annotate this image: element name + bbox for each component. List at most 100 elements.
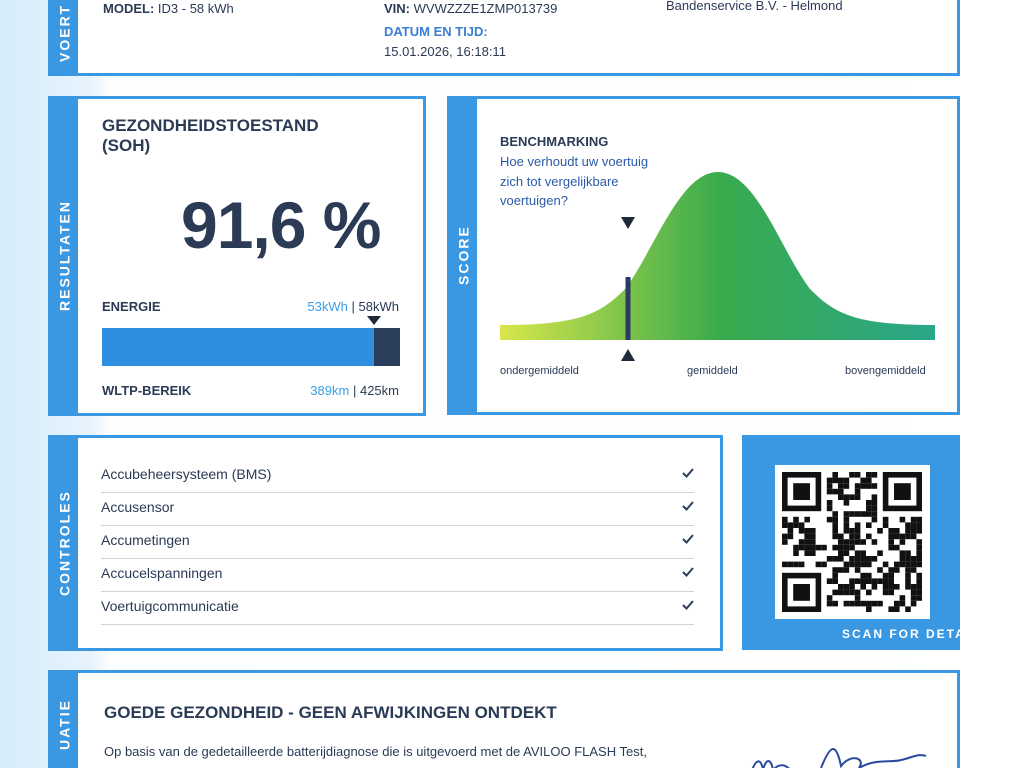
qr-module xyxy=(882,561,889,568)
qr-module xyxy=(871,511,878,517)
qr-module xyxy=(832,589,838,596)
qr-module xyxy=(905,533,911,540)
qr-module xyxy=(860,483,866,489)
qr-module xyxy=(894,483,911,500)
qr-caption: SCAN FOR DETAILS xyxy=(842,627,991,641)
check-label: Accumetingen xyxy=(101,532,190,548)
qr-module xyxy=(843,494,850,500)
qr-module xyxy=(832,511,838,517)
qr-module xyxy=(793,522,799,528)
qr-module xyxy=(860,578,866,584)
qr-module xyxy=(916,584,922,590)
qr-module xyxy=(838,494,844,500)
qr-module xyxy=(832,477,838,484)
qr-module xyxy=(826,600,833,607)
qr-module xyxy=(854,556,861,562)
qr-module xyxy=(866,511,872,517)
qr-module xyxy=(860,477,866,484)
soh-value: 91,6 % xyxy=(181,188,381,262)
qr-module xyxy=(888,533,894,540)
bell-curve xyxy=(500,172,935,361)
qr-module xyxy=(905,572,911,579)
score-panel: SCORE BENCHMARKING Hoe verhoudt uw voert… xyxy=(447,96,960,415)
qr-module xyxy=(810,544,816,551)
qr-module xyxy=(854,595,861,601)
qr-module xyxy=(899,595,906,601)
qr-module xyxy=(782,533,788,540)
section-label: VOERT xyxy=(51,0,78,73)
qr-module xyxy=(905,561,911,568)
qr-module xyxy=(916,595,922,601)
qr-module xyxy=(882,584,889,590)
qr-module xyxy=(882,572,889,579)
qr-module xyxy=(843,544,850,551)
qr-module xyxy=(838,539,844,545)
qr-module xyxy=(793,550,799,556)
qr-module xyxy=(854,511,861,517)
qr-module xyxy=(832,567,838,573)
separator: | xyxy=(352,383,357,398)
qr-module xyxy=(910,567,917,573)
qr-module xyxy=(854,472,861,478)
qr-module xyxy=(882,589,889,596)
qr-module xyxy=(899,539,906,545)
qr-module xyxy=(843,483,850,489)
qr-module xyxy=(877,578,883,584)
signature xyxy=(751,748,927,768)
qr-module xyxy=(849,589,855,596)
qr-box xyxy=(775,465,930,619)
title: GOEDE GEZONDHEID - GEEN AFWIJKINGEN ONTD… xyxy=(104,703,557,722)
model: MODEL: ID3 - 58 kWh xyxy=(103,1,234,16)
value: ID3 - 58 kWh xyxy=(157,1,234,16)
qr-module xyxy=(798,544,805,551)
qr-module xyxy=(804,550,810,556)
qr-module xyxy=(832,544,838,551)
qr-module xyxy=(888,578,894,584)
section-label: UATIE xyxy=(51,673,78,768)
qr-module xyxy=(910,516,917,523)
qr-module xyxy=(916,572,922,579)
qr-module xyxy=(854,539,861,545)
qr-module xyxy=(894,584,900,590)
qr-module xyxy=(905,528,911,534)
qr-module xyxy=(882,516,889,523)
qr-module xyxy=(871,516,878,523)
qr-module xyxy=(905,567,911,573)
check-icon xyxy=(682,567,694,577)
qr-module xyxy=(888,572,894,579)
qr-module xyxy=(826,500,833,506)
qr-module xyxy=(798,528,805,534)
qr-module xyxy=(838,544,844,551)
text: Op basis van de gedetailleerde batterijd… xyxy=(104,744,647,759)
qr-module xyxy=(910,528,917,534)
qr-module xyxy=(866,477,872,484)
check-icon xyxy=(682,468,694,478)
qr-module xyxy=(916,516,922,523)
qr-module xyxy=(866,606,872,612)
qr-module xyxy=(866,483,872,489)
vin: VIN: WVWZZZE1ZMP013739 xyxy=(384,1,557,16)
qr-module xyxy=(854,488,861,495)
qr-module xyxy=(782,522,788,528)
qr-module xyxy=(882,522,889,528)
qr-module xyxy=(793,544,799,551)
qr-module xyxy=(871,556,878,562)
range-label: WLTP-BEREIK xyxy=(102,383,192,398)
qr-module xyxy=(860,550,866,556)
qr-module xyxy=(877,528,883,534)
qr-module xyxy=(849,539,855,545)
qr-module xyxy=(905,606,911,612)
qr-module xyxy=(905,578,911,584)
qr-module xyxy=(810,533,816,540)
qr-module xyxy=(871,539,878,545)
qr-module xyxy=(866,505,872,512)
qr-module xyxy=(905,556,911,562)
qr-module xyxy=(804,544,810,551)
qr-module xyxy=(787,533,794,540)
qr-module xyxy=(860,539,866,545)
qr-module xyxy=(916,522,922,528)
qr-module xyxy=(871,578,878,584)
separator: | xyxy=(351,299,355,314)
qr-module xyxy=(910,522,917,528)
qr-module xyxy=(871,472,878,478)
